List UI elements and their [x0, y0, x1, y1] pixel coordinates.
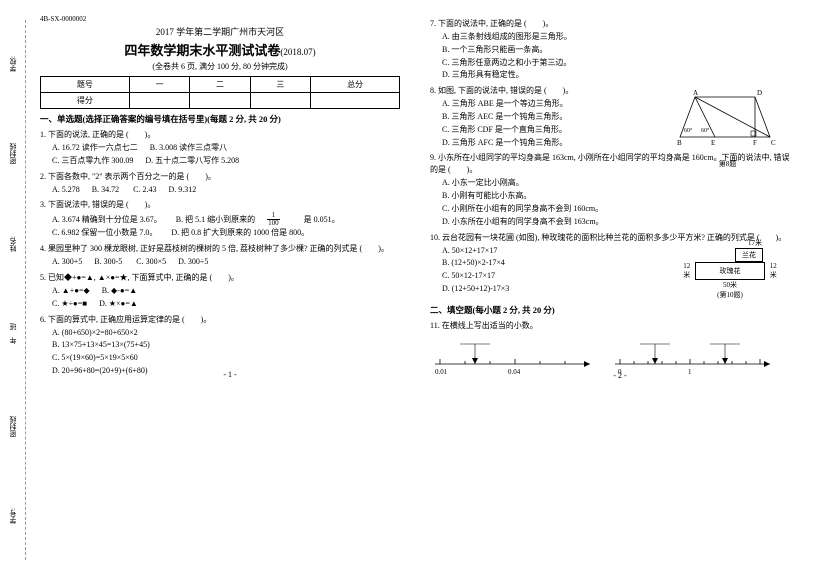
section-1-title: 一、单选题(选择正确答案的编号填在括号里)(每题 2 分, 共 20 分): [40, 113, 400, 125]
q8-opts: A. 三角形 ABE 是一个等边三角形。 B. 三角形 AEC 是一个钝角三角形…: [442, 98, 682, 149]
page-num-2: - 2 -: [430, 371, 810, 380]
q2-opts: A. 5.278B. 34.72 C. 2.43D. 9.312: [52, 184, 400, 197]
q4-opts: A. 300+5B. 300-5 C. 300×5D. 300÷5: [52, 256, 400, 269]
bind-num: 学号:: [8, 508, 18, 524]
q11: 11. 在横线上写出适当的小数。: [430, 320, 790, 332]
q1-opts: A. 16.72 读作一六点七二B. 3.008 读作三点零八 C. 三百点零九…: [52, 142, 400, 168]
svg-text:F: F: [753, 139, 757, 147]
page-2: 7. 下面的说法中, 正确的是 ( )。 A. 由三条射线组成的图形是三角形。 …: [420, 10, 800, 384]
header-code: 4B-SX-0000002: [40, 15, 400, 23]
page-num-1: - 1 -: [40, 370, 420, 379]
q10-opts: A. 50×12+17×17 B. (12+50)×2-17×4 C. 50×1…: [442, 245, 682, 296]
title-note: (全卷共 6 页, 满分 100 分, 80 分钟完成): [40, 61, 400, 72]
bind-seal2: 密封线: [8, 416, 18, 437]
bind-school: 学校:: [8, 56, 18, 72]
svg-text:D: D: [757, 89, 762, 97]
q2: 2. 下面各数中, "2" 表示两个百分之一的是 ( )。: [40, 171, 400, 183]
q10-figure: 17米 兰花 12米 玫瑰花 12米 50米 (第10题): [680, 238, 780, 300]
q9-opts: A. 小东一定比小刚高。 B. 小刚有可能比小东高。 C. 小刚所在小组有的同学…: [442, 177, 790, 228]
q7: 7. 下面的说法中, 正确的是 ( )。: [430, 18, 790, 30]
svg-text:B: B: [677, 139, 682, 147]
svg-text:C: C: [771, 139, 776, 147]
score-table: 题号 一 二 三 总分 得分: [40, 76, 400, 109]
title-main: 四年数学期末水平测试试卷(2018.07): [40, 40, 400, 59]
section-2-title: 二、填空题(每小题 2 分, 共 20 分): [430, 304, 790, 316]
q8-figure: A D B E F C 60° 60° 第8题: [675, 87, 780, 157]
q7-opts: A. 由三条射线组成的图形是三角形。 B. 一个三角形只能画一条高。 C. 三角…: [442, 31, 790, 82]
svg-text:E: E: [711, 139, 715, 147]
bind-seal1: 密封线: [8, 143, 18, 164]
svg-text:A: A: [693, 89, 698, 97]
bind-name: 姓名:: [8, 236, 18, 252]
q5: 5. 已知◆+●=▲, ▲×●=★, 下面算式中, 正确的是 ( )。: [40, 272, 400, 284]
page-1: 4B-SX-0000002 2017 学年第二学期广州市天河区 四年数学期末水平…: [30, 10, 410, 383]
q3: 3. 下面说法中, 错误的是 ( )。: [40, 199, 400, 211]
binding-strip: 学校: 密封线 姓名: 年 班 密封线 学号:: [2, 20, 26, 560]
q4: 4. 果园里种了 300 棵龙眼树, 正好是荔枝树的棵树的 5 倍, 荔枝树种了…: [40, 243, 400, 255]
q6: 6. 下面的算式中, 正确应用运算定律的是 ( )。: [40, 314, 400, 326]
title-sub: 2017 学年第二学期广州市天河区: [40, 25, 400, 38]
q3-opts: A. 3.674 精确到十分位是 3.67。 B. 把 5.1 缩小到原来的11…: [52, 212, 400, 240]
svg-text:60°: 60°: [701, 127, 710, 134]
bind-class: 年 班: [8, 323, 18, 344]
q5-opts: A. ▲+●=◆B. ◆-●=▲ C. ★÷●=■D. ★×●=▲: [52, 285, 400, 311]
q1: 1. 下面的说法, 正确的是 ( )。: [40, 129, 400, 141]
svg-text:60°: 60°: [684, 127, 693, 134]
